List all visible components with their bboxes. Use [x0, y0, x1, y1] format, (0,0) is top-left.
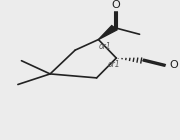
Text: O: O	[111, 0, 120, 10]
Text: or1: or1	[107, 60, 120, 69]
Text: O: O	[169, 60, 178, 70]
Text: or1: or1	[98, 42, 111, 51]
Polygon shape	[98, 26, 117, 40]
